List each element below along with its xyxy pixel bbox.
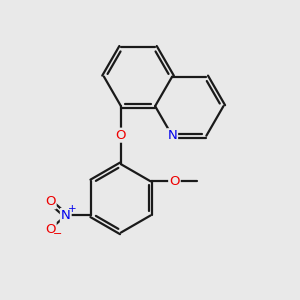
Text: N: N: [167, 129, 177, 142]
Text: O: O: [45, 195, 56, 208]
Text: O: O: [116, 129, 126, 142]
Text: +: +: [68, 204, 76, 214]
Text: O: O: [45, 223, 56, 236]
Text: −: −: [53, 229, 63, 239]
Text: O: O: [169, 175, 180, 188]
Text: N: N: [61, 209, 70, 222]
